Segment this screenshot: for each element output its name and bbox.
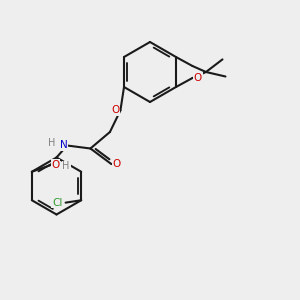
Text: O: O: [194, 73, 202, 83]
Text: H: H: [62, 161, 70, 171]
Text: O: O: [51, 160, 60, 170]
Text: Cl: Cl: [52, 198, 62, 208]
Text: O: O: [113, 159, 121, 169]
Text: H: H: [48, 138, 56, 148]
Text: N: N: [59, 140, 67, 150]
Text: O: O: [111, 105, 119, 116]
